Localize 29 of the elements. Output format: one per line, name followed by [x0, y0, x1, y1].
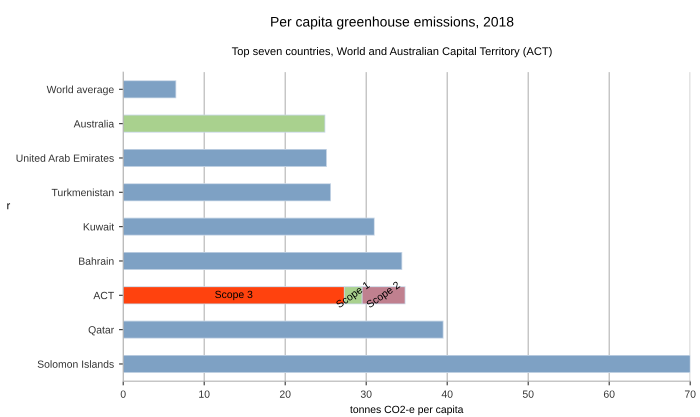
x-tick-label: 30	[360, 390, 372, 398]
chart-title: Per capita greenhouse emissions, 2018	[271, 16, 514, 30]
y-tick-label: Australia	[74, 120, 114, 128]
series-label: Scope 3	[215, 290, 252, 300]
x-tick-label: 60	[604, 390, 615, 398]
y-tick-label: Bahrain	[79, 257, 114, 265]
x-tick-label: 70	[684, 390, 696, 398]
bar	[123, 183, 331, 202]
x-tick-label: 0	[120, 390, 126, 398]
bar	[123, 354, 690, 373]
x-tick-label: 20	[280, 390, 291, 398]
y-tick-label: Kuwait	[84, 222, 114, 231]
y-tick-label: Solomon Islands	[38, 360, 114, 368]
y-tick-label: Qatar	[88, 326, 114, 336]
x-tick-label: 50	[522, 390, 534, 398]
chart-subtitle: Top seven countries, World and Australian Capital Territory (ACT)	[232, 46, 552, 58]
y-tick-label: ACT	[93, 292, 114, 300]
bar	[123, 218, 375, 236]
y-tick-label: United Arab Emirates	[16, 154, 114, 162]
x-axis-title: tonnes CO2-e per capita	[350, 405, 464, 416]
bar	[123, 148, 327, 167]
bar	[123, 80, 176, 98]
bar	[123, 252, 402, 270]
x-tick-label: 40	[442, 390, 453, 398]
y-tick-label: World average	[46, 86, 114, 96]
x-tick-label: 10	[199, 390, 210, 398]
y-axis-title: r	[7, 203, 10, 210]
bar	[123, 320, 444, 339]
y-tick-label: Turkmenistan	[52, 188, 114, 196]
